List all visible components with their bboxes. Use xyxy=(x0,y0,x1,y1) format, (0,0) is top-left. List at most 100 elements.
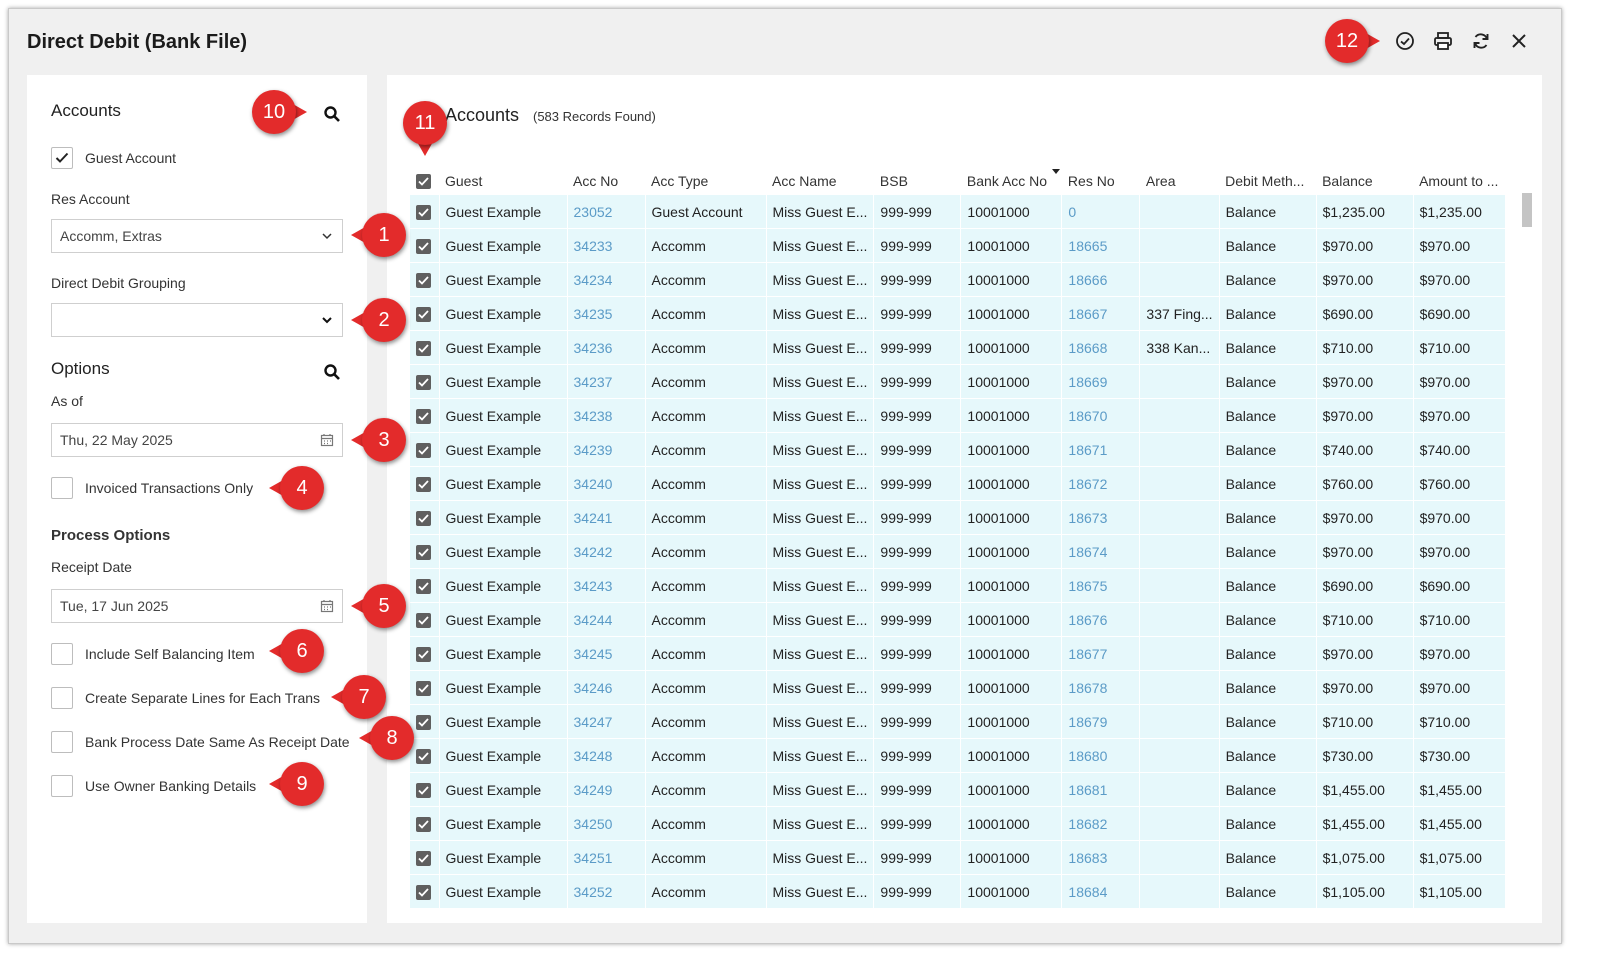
row-checkbox[interactable] xyxy=(416,714,431,730)
self-balancing-checkbox[interactable] xyxy=(51,643,73,665)
table-row[interactable]: Guest Example 34233 Accomm Miss Guest E... 9… xyxy=(410,228,1506,263)
print-icon[interactable] xyxy=(1431,29,1455,53)
row-checkbox[interactable] xyxy=(416,646,431,662)
column-header-debit-method[interactable]: Debit Meth... xyxy=(1225,173,1305,189)
table-row[interactable]: Guest Example 34241 Accomm Miss Guest E... 9… xyxy=(410,500,1506,535)
row-checkbox[interactable] xyxy=(416,476,431,492)
cell-acc-no[interactable]: 34240 xyxy=(567,466,646,501)
table-row[interactable]: Guest Example 34246 Accomm Miss Guest E... 9… xyxy=(410,670,1506,705)
cell-res-no[interactable]: 18665 xyxy=(1061,228,1141,263)
column-header-bank-acc-no[interactable]: Bank Acc No xyxy=(961,167,1062,195)
select-all-checkbox[interactable] xyxy=(416,174,431,190)
table-row[interactable]: Guest Example 34244 Accomm Miss Guest E... 9… xyxy=(410,602,1506,637)
cell-res-no[interactable]: 18667 xyxy=(1061,296,1141,331)
row-checkbox[interactable] xyxy=(416,306,431,322)
row-checkbox[interactable] xyxy=(416,238,431,254)
table-row[interactable]: Guest Example 34236 Accomm Miss Guest E... 9… xyxy=(410,330,1506,365)
cell-acc-no[interactable]: 34239 xyxy=(567,432,646,467)
cell-acc-no[interactable]: 34247 xyxy=(567,704,646,739)
check-circle-icon[interactable] xyxy=(1393,29,1417,53)
invoiced-only-checkbox[interactable] xyxy=(51,477,73,499)
grouping-select[interactable] xyxy=(51,303,343,337)
column-header-acc-no[interactable]: Acc No xyxy=(573,173,619,189)
cell-acc-no[interactable]: 34245 xyxy=(567,636,646,671)
cell-acc-no[interactable]: 34244 xyxy=(567,602,646,637)
cell-acc-no[interactable]: 34236 xyxy=(567,330,646,365)
cell-acc-no[interactable]: 34237 xyxy=(567,364,646,399)
row-checkbox[interactable] xyxy=(416,408,431,424)
cell-acc-no[interactable]: 34233 xyxy=(567,228,646,263)
cell-acc-no[interactable]: 34234 xyxy=(567,262,646,297)
cell-res-no[interactable]: 18679 xyxy=(1061,704,1141,739)
cell-res-no[interactable]: 0 xyxy=(1061,195,1141,229)
cell-res-no[interactable]: 18666 xyxy=(1061,262,1141,297)
row-checkbox[interactable] xyxy=(416,816,431,832)
column-header-acc-name[interactable]: Acc Name xyxy=(772,173,837,189)
column-header-area[interactable]: Area xyxy=(1145,173,1176,189)
cell-res-no[interactable]: 18678 xyxy=(1061,670,1141,705)
row-checkbox[interactable] xyxy=(416,850,431,866)
row-checkbox[interactable] xyxy=(416,578,431,594)
cell-acc-no[interactable]: 34248 xyxy=(567,738,646,773)
cell-res-no[interactable]: 18669 xyxy=(1061,364,1141,399)
row-checkbox[interactable] xyxy=(416,510,431,526)
table-row[interactable]: Guest Example 34238 Accomm Miss Guest E... 9… xyxy=(410,398,1506,433)
cell-res-no[interactable]: 18683 xyxy=(1061,840,1141,875)
table-row[interactable]: Guest Example 34252 Accomm Miss Guest E... 9… xyxy=(410,874,1506,909)
as-of-date-field[interactable]: Thu, 22 May 2025 xyxy=(51,423,343,457)
row-checkbox[interactable] xyxy=(416,782,431,798)
column-header-amount[interactable]: Amount to ... xyxy=(1419,173,1499,189)
table-row[interactable]: Guest Example 34243 Accomm Miss Guest E... 9… xyxy=(410,568,1506,603)
cell-res-no[interactable]: 18675 xyxy=(1061,568,1141,603)
cell-res-no[interactable]: 18684 xyxy=(1061,874,1141,909)
cell-res-no[interactable]: 18677 xyxy=(1061,636,1141,671)
cell-res-no[interactable]: 18676 xyxy=(1061,602,1141,637)
cell-acc-no[interactable]: 34252 xyxy=(567,874,646,909)
row-checkbox[interactable] xyxy=(416,204,431,220)
row-checkbox[interactable] xyxy=(416,680,431,696)
cell-acc-no[interactable]: 23052 xyxy=(567,195,646,229)
row-checkbox[interactable] xyxy=(416,612,431,628)
cell-res-no[interactable]: 18671 xyxy=(1061,432,1141,467)
row-checkbox[interactable] xyxy=(416,340,431,356)
res-account-select[interactable]: Accomm, Extras xyxy=(51,219,343,253)
owner-banking-checkbox[interactable] xyxy=(51,775,73,797)
row-checkbox[interactable] xyxy=(416,748,431,764)
cell-acc-no[interactable]: 34250 xyxy=(567,806,646,841)
cell-res-no[interactable]: 18668 xyxy=(1061,330,1141,365)
cell-acc-no[interactable]: 34249 xyxy=(567,772,646,807)
cell-acc-no[interactable]: 34235 xyxy=(567,296,646,331)
column-header-balance[interactable]: Balance xyxy=(1322,173,1373,189)
table-row[interactable]: Guest Example 34245 Accomm Miss Guest E... 9… xyxy=(410,636,1506,671)
cell-res-no[interactable]: 18680 xyxy=(1061,738,1141,773)
accounts-search-icon[interactable] xyxy=(323,105,341,123)
row-checkbox[interactable] xyxy=(416,442,431,458)
column-header-bsb[interactable]: BSB xyxy=(879,173,908,189)
column-header-guest[interactable]: Guest xyxy=(445,173,483,189)
vertical-scrollbar[interactable] xyxy=(1522,193,1532,227)
guest-account-checkbox[interactable] xyxy=(51,147,73,169)
table-row[interactable]: Guest Example 34235 Accomm Miss Guest E... 9… xyxy=(410,296,1506,331)
options-search-icon[interactable] xyxy=(323,363,341,381)
cell-acc-no[interactable]: 34243 xyxy=(567,568,646,603)
row-checkbox[interactable] xyxy=(416,544,431,560)
table-row[interactable]: Guest Example 34237 Accomm Miss Guest E... 9… xyxy=(410,364,1506,399)
close-icon[interactable] xyxy=(1507,29,1531,53)
separate-lines-checkbox[interactable] xyxy=(51,687,73,709)
cell-res-no[interactable]: 18672 xyxy=(1061,466,1141,501)
calendar-icon[interactable] xyxy=(320,599,334,613)
cell-res-no[interactable]: 18674 xyxy=(1061,534,1141,569)
cell-res-no[interactable]: 18682 xyxy=(1061,806,1141,841)
table-row[interactable]: Guest Example 34240 Accomm Miss Guest E... 9… xyxy=(410,466,1506,501)
column-header-acc-type[interactable]: Acc Type xyxy=(651,173,709,189)
table-row[interactable]: Guest Example 34234 Accomm Miss Guest E... 9… xyxy=(410,262,1506,297)
cell-acc-no[interactable]: 34238 xyxy=(567,398,646,433)
cell-acc-no[interactable]: 34242 xyxy=(567,534,646,569)
row-checkbox[interactable] xyxy=(416,374,431,390)
refresh-icon[interactable] xyxy=(1469,29,1493,53)
cell-acc-no[interactable]: 34246 xyxy=(567,670,646,705)
table-row[interactable]: Guest Example 34247 Accomm Miss Guest E... 9… xyxy=(410,704,1506,739)
cell-res-no[interactable]: 18681 xyxy=(1061,772,1141,807)
table-row[interactable]: Guest Example 34250 Accomm Miss Guest E... 9… xyxy=(410,806,1506,841)
cell-res-no[interactable]: 18673 xyxy=(1061,500,1141,535)
